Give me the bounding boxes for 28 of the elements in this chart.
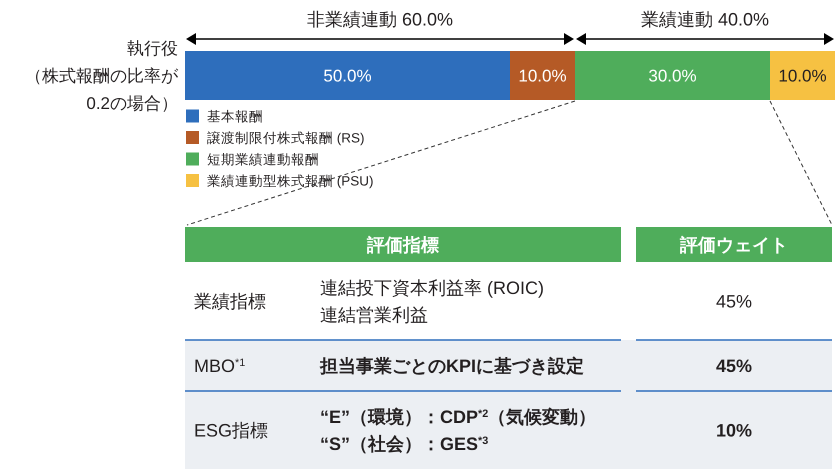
text: 評価ウェイト <box>679 234 788 255</box>
text: 45% <box>716 291 752 312</box>
legend-item: 業績連動型株式報酬 (PSU) <box>186 173 374 188</box>
data-label: 30.0% <box>648 66 697 86</box>
annotation: 業績連動 40.0% <box>640 9 770 30</box>
data-label: 50.0% <box>323 66 372 86</box>
annotation: 非業績連動 60.0% <box>306 9 454 30</box>
data-label: 10.0% <box>518 66 567 86</box>
legend-item: 譲渡制限付株式報酬 (RS) <box>186 130 364 146</box>
legend-label: 基本報酬 <box>207 108 263 124</box>
legend-item: 短期業績連動報酬 <box>186 152 319 167</box>
data-label: 10.0% <box>778 66 827 86</box>
text: 連結投下資本利益率 (ROIC) 連結営業利益 <box>320 278 544 325</box>
legend-item: 基本報酬 <box>186 108 263 124</box>
bar <box>185 51 510 100</box>
text: ESG指標 <box>194 420 268 440</box>
text: 担当事業ごとのKPIに基づき設定 <box>319 356 584 376</box>
bar <box>770 51 835 100</box>
text: 業績指標 <box>194 291 266 312</box>
text: “E”（環境）：CDP$^{*2}$（気候変動） “S”（社会）：GES$^{*3}$ <box>320 406 596 454</box>
legend-label: 短期業績連動報酬 <box>207 152 319 167</box>
text: MBO$^{*1}$ <box>194 356 246 376</box>
bar <box>575 51 770 100</box>
text: 45% <box>716 356 752 376</box>
text: 評価指標 <box>366 234 439 255</box>
bar <box>510 51 575 100</box>
y-tick-label: 執行役（株式報酬の比率が0.2の場合） <box>25 39 179 114</box>
text: 10% <box>716 420 752 440</box>
